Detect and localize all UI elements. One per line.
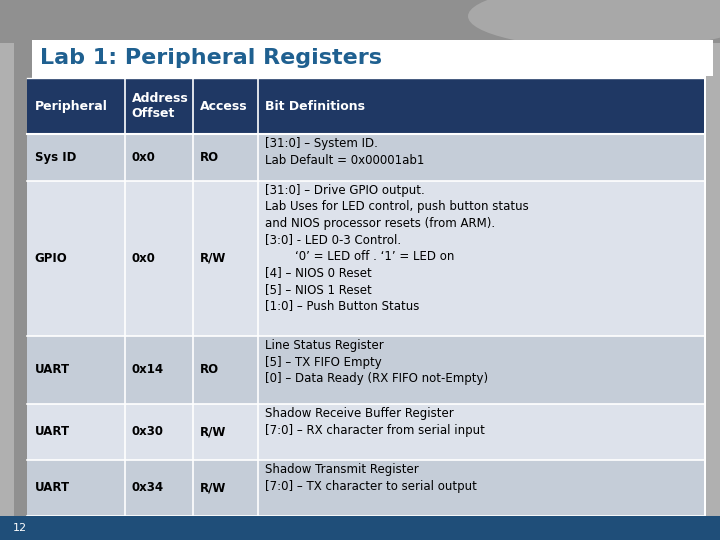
Bar <box>14 43 32 518</box>
Text: 0x34: 0x34 <box>132 481 164 494</box>
Text: 0x0: 0x0 <box>132 252 156 265</box>
Text: UART: UART <box>35 426 70 438</box>
Bar <box>27 181 704 336</box>
Text: UART: UART <box>35 363 70 376</box>
Bar <box>0 516 720 540</box>
Text: 12: 12 <box>13 523 27 533</box>
Text: Shadow Receive Buffer Register
[7:0] – RX character from serial input: Shadow Receive Buffer Register [7:0] – R… <box>265 407 485 437</box>
Text: R/W: R/W <box>200 426 227 438</box>
Text: Access: Access <box>200 100 248 113</box>
Bar <box>27 460 704 516</box>
Text: Line Status Register
[5] – TX FIFO Empty
[0] – Data Ready (RX FIFO not-Empty): Line Status Register [5] – TX FIFO Empty… <box>265 339 488 385</box>
Text: GPIO: GPIO <box>35 252 67 265</box>
Ellipse shape <box>468 0 720 49</box>
Bar <box>27 78 704 134</box>
Text: R/W: R/W <box>200 481 227 494</box>
Text: 0x30: 0x30 <box>132 426 163 438</box>
Bar <box>27 134 704 181</box>
Bar <box>32 40 713 76</box>
Text: RO: RO <box>200 363 220 376</box>
Text: R/W: R/W <box>200 252 227 265</box>
Text: UART: UART <box>35 481 70 494</box>
Bar <box>0 0 720 43</box>
Bar <box>14 43 706 518</box>
Text: [31:0] – Drive GPIO output.
Lab Uses for LED control, push button status
and NIO: [31:0] – Drive GPIO output. Lab Uses for… <box>265 184 528 313</box>
Text: RO: RO <box>200 151 220 164</box>
Text: 0x14: 0x14 <box>132 363 164 376</box>
Text: Bit Definitions: Bit Definitions <box>265 100 365 113</box>
Text: [31:0] – System ID.
Lab Default = 0x00001ab1: [31:0] – System ID. Lab Default = 0x0000… <box>265 137 424 167</box>
Text: Address
Offset: Address Offset <box>132 92 189 120</box>
Text: Shadow Transmit Register
[7:0] – TX character to serial output: Shadow Transmit Register [7:0] – TX char… <box>265 463 477 492</box>
Text: Sys ID: Sys ID <box>35 151 76 164</box>
Bar <box>27 336 704 404</box>
Text: Lab 1: Peripheral Registers: Lab 1: Peripheral Registers <box>40 48 382 68</box>
Text: 0x0: 0x0 <box>132 151 156 164</box>
Bar <box>27 404 704 460</box>
Text: Peripheral: Peripheral <box>35 100 107 113</box>
